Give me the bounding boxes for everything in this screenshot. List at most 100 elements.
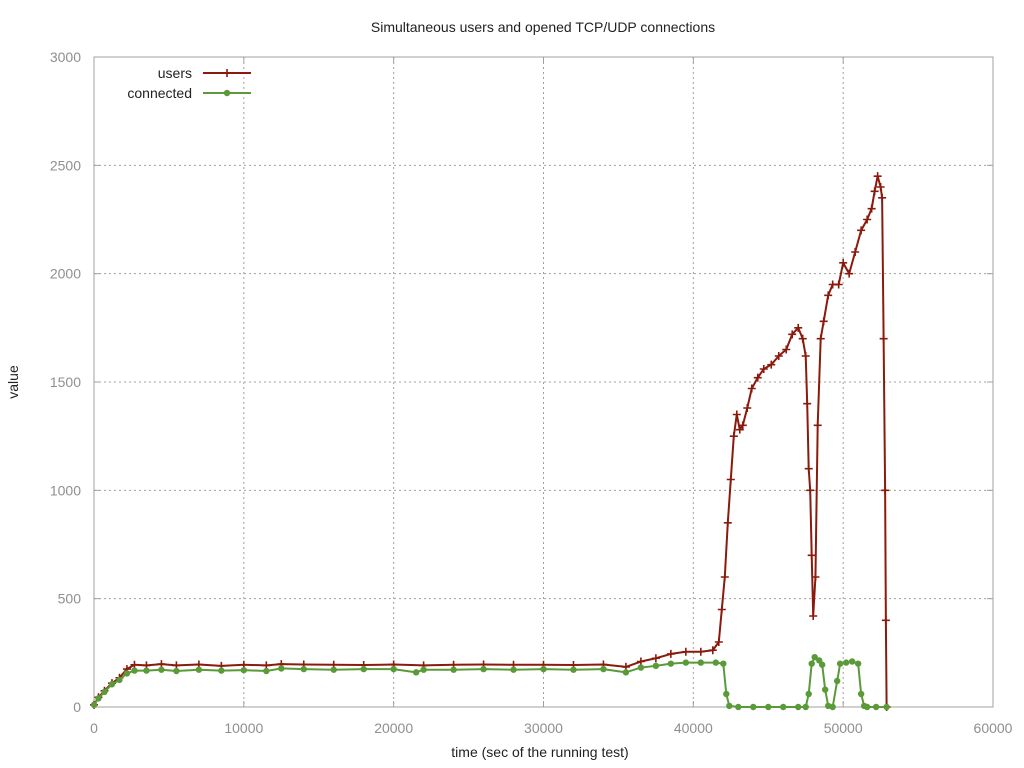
users-point: [878, 193, 887, 202]
y-tick-label: 2000: [50, 266, 81, 282]
connected-point: [682, 659, 690, 666]
x-tick-label: 10000: [224, 720, 263, 736]
x-tick-label: 60000: [974, 720, 1013, 736]
connected-point: [697, 659, 705, 666]
connected-point: [720, 660, 727, 667]
legend-marker-connected: [223, 89, 231, 97]
connected-point: [821, 686, 829, 693]
users-point: [816, 334, 825, 343]
legend-label-connected: connected: [127, 85, 192, 101]
connected-point: [218, 667, 225, 674]
connected-point: [750, 703, 757, 711]
users-point: [863, 215, 872, 224]
connected-point: [726, 702, 733, 710]
y-tick-label: 3000: [50, 49, 81, 65]
users-point: [767, 360, 776, 369]
connected-point: [780, 703, 787, 711]
connected-point: [540, 665, 547, 673]
connected-point: [818, 661, 826, 668]
users-point: [881, 486, 890, 495]
connected-point: [829, 703, 836, 711]
connected-point: [883, 703, 890, 711]
users-point: [696, 647, 705, 656]
connected-point: [390, 665, 397, 673]
connected-point: [637, 664, 645, 671]
connected-point: [480, 665, 487, 673]
connected-point: [300, 665, 307, 673]
users-point: [738, 421, 747, 430]
connected-point: [652, 662, 660, 670]
series-connected: [90, 653, 890, 711]
connected-point: [101, 688, 108, 696]
users-point: [794, 323, 803, 332]
users-point: [782, 345, 791, 354]
connected-point: [131, 667, 138, 674]
connected-point: [795, 703, 802, 711]
users-point: [723, 518, 732, 527]
users-point: [636, 657, 645, 666]
connected-point: [95, 695, 102, 702]
connected-point: [854, 660, 862, 667]
y-tick-label: 2500: [50, 157, 81, 173]
connected-point: [805, 690, 812, 698]
legend: users connected: [127, 65, 251, 101]
connected-point: [278, 665, 285, 672]
users-point: [651, 654, 660, 663]
users-point: [735, 425, 744, 434]
connected-point: [116, 676, 123, 684]
users-point: [714, 638, 723, 646]
users-point: [720, 573, 729, 581]
connected-point: [848, 658, 856, 665]
users-point: [666, 649, 675, 658]
users-point: [801, 352, 810, 360]
connected-point: [872, 703, 880, 711]
users-point: [747, 384, 756, 393]
connected-point: [195, 666, 203, 673]
users-point: [806, 486, 815, 495]
y-tick-label: 0: [73, 699, 81, 715]
users-point: [743, 404, 752, 412]
users-point: [873, 172, 882, 181]
connected-point: [123, 670, 131, 677]
y-tick-label: 500: [58, 591, 82, 607]
users-point: [845, 269, 854, 278]
connected-point: [510, 666, 517, 673]
connected-point: [263, 667, 270, 675]
users-point: [717, 605, 726, 614]
legend-label-users: users: [158, 65, 192, 81]
users-point: [879, 334, 888, 343]
users-point: [811, 573, 820, 581]
connected-point: [863, 703, 871, 711]
y-axis: 0 500 1000 1500 2000 2500 3000: [50, 49, 993, 715]
connected-point: [570, 666, 577, 673]
connected-point: [158, 666, 165, 673]
connected-point: [360, 665, 367, 673]
connected-point: [808, 660, 815, 667]
connected-point: [857, 690, 865, 698]
users-point: [753, 373, 762, 382]
users-point: [813, 421, 822, 430]
connected-point: [420, 666, 427, 673]
users-point: [870, 187, 879, 196]
users-point: [834, 280, 843, 289]
users-point: [807, 551, 816, 560]
users-line: [93, 175, 888, 708]
users-point: [803, 399, 812, 408]
connected-point: [622, 669, 630, 676]
connected-point: [712, 659, 720, 666]
grid: [94, 57, 993, 707]
users-point: [876, 183, 885, 191]
connected-point: [108, 681, 116, 688]
connected-point: [173, 667, 180, 675]
series-layer: [90, 172, 891, 711]
y-tick-label: 1000: [50, 482, 81, 498]
connected-point: [330, 666, 337, 673]
x-tick-label: 0: [90, 720, 98, 736]
users-point: [788, 330, 797, 339]
users-point: [851, 248, 860, 256]
users-point: [824, 291, 833, 300]
x-tick-label: 40000: [674, 720, 713, 736]
connected-point: [802, 703, 809, 711]
users-point: [774, 352, 783, 360]
